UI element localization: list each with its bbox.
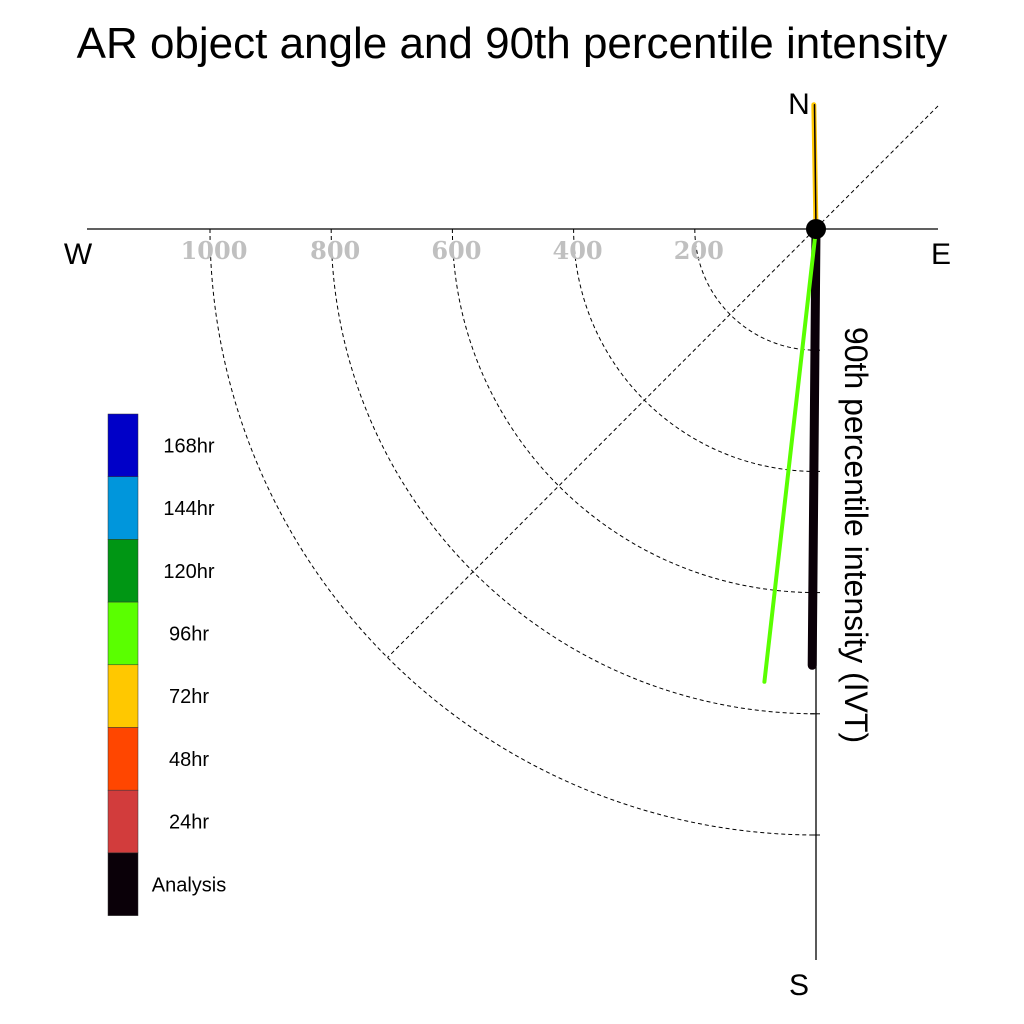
legend-label-96hr: 96hr (169, 623, 209, 645)
legend-swatch-analysis (107, 852, 139, 916)
y-axis-label: 90th percentile intensity (IVT) (838, 327, 874, 743)
legend-label-72hr: 72hr (169, 686, 209, 708)
legend-swatch-96hr (107, 601, 139, 666)
diagonal-grid-line (387, 105, 939, 658)
legend: 168hr 144hr 120hr 96hr 72hr 48hr 24hr Analysis (107, 413, 226, 916)
radial-grid-ring (451, 228, 817, 594)
radial-tick-label: 800 (310, 236, 360, 265)
polar-grid (209, 105, 939, 836)
radial-grid-ring (694, 228, 817, 351)
radial-tick-label: 600 (431, 236, 481, 265)
legend-label-144hr: 144hr (163, 498, 214, 520)
legend-label-120hr: 120hr (163, 561, 214, 583)
radial-tick-label: 1000 (181, 236, 248, 265)
compass-south-label: S (789, 969, 809, 1002)
vector-series (762, 102, 826, 684)
origin-marker (806, 219, 826, 239)
legend-swatch-48hr (107, 727, 139, 791)
radial-tick-label: 400 (553, 236, 603, 265)
legend-label-24hr: 24hr (169, 812, 209, 834)
legend-swatch-168hr (107, 413, 139, 477)
legend-label-48hr: 48hr (169, 749, 209, 771)
compass-east-label: E (931, 238, 951, 271)
legend-label-168hr: 168hr (163, 435, 214, 457)
compass-north-label: N (788, 88, 810, 121)
legend-swatch-72hr (107, 664, 139, 728)
legend-swatch-144hr (107, 476, 139, 540)
legend-swatch-24hr (107, 789, 139, 854)
radial-tick-labels: 1000 800 600 400 200 (181, 236, 724, 265)
vector-96hr (762, 227, 818, 684)
chart-title: AR object angle and 90th percentile inte… (77, 19, 948, 68)
legend-label-analysis: Analysis (152, 874, 226, 896)
vector-analysis (807, 224, 821, 670)
compass-west-label: W (64, 238, 93, 271)
vector-analysis (813, 104, 817, 230)
radial-tick-label: 200 (674, 236, 724, 265)
radial-grid-ring (209, 228, 817, 836)
legend-swatch-120hr (107, 539, 139, 603)
